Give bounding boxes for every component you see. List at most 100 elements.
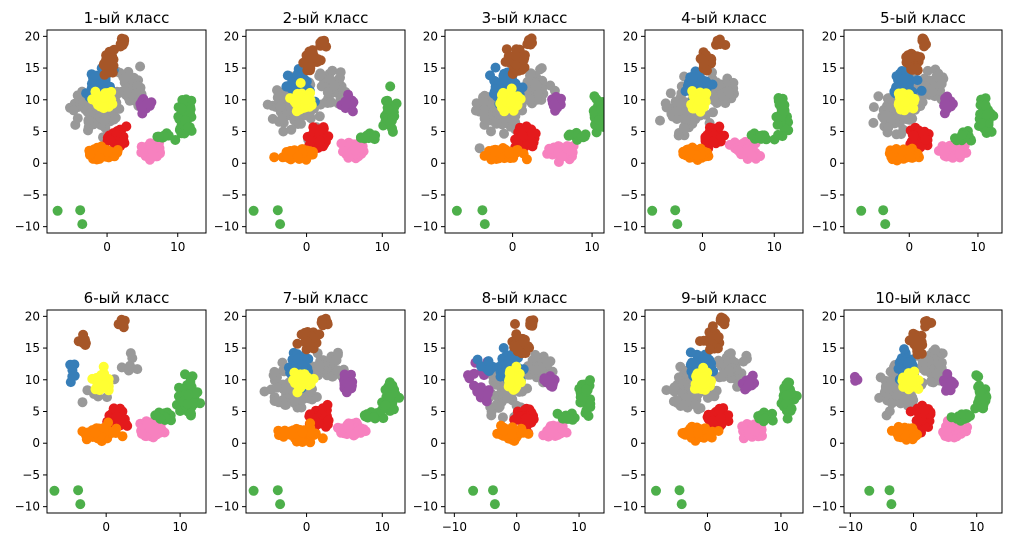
y-tick-label: −10 — [613, 500, 638, 514]
point-gray — [281, 383, 292, 394]
point-blue — [483, 356, 494, 367]
point-gray — [127, 353, 138, 364]
y-tick-label: 10 — [623, 93, 638, 107]
point-pink — [557, 425, 568, 436]
point-green — [368, 412, 379, 423]
point-purple — [941, 100, 952, 111]
point-green — [786, 403, 797, 414]
point-gray — [655, 115, 665, 126]
x-tick-label: 0 — [513, 520, 521, 534]
point-pink — [556, 151, 567, 162]
point-purple — [549, 99, 560, 110]
x-tick-label: 0 — [303, 520, 311, 534]
y-tick-label: 20 — [423, 29, 438, 43]
point-green — [980, 93, 991, 104]
scatter-points — [451, 33, 604, 230]
point-gray — [491, 118, 502, 129]
point-gray — [474, 143, 485, 154]
point-gray — [123, 87, 134, 98]
scatter-points — [463, 315, 596, 510]
point-gray — [881, 110, 892, 121]
point-yellow — [291, 97, 301, 108]
point-outlier — [651, 485, 661, 496]
point-yellow — [90, 95, 101, 106]
point-green — [980, 100, 991, 111]
point-outlier — [672, 219, 683, 230]
point-purple — [464, 373, 475, 384]
point-blue — [490, 62, 501, 73]
point-green — [385, 392, 395, 403]
point-red — [116, 137, 126, 148]
point-brown — [101, 54, 112, 65]
y-tick-label: −5 — [420, 188, 438, 202]
point-orange — [99, 422, 110, 433]
point-gray — [868, 117, 879, 128]
point-brown — [707, 321, 718, 332]
point-outlier — [880, 219, 891, 230]
point-yellow — [301, 94, 312, 105]
point-red — [723, 410, 734, 421]
y-tick-label: 15 — [423, 341, 438, 355]
point-blue — [685, 347, 696, 358]
point-brown — [511, 341, 522, 352]
y-tick-label: −10 — [613, 220, 638, 234]
point-brown — [713, 332, 724, 342]
point-brown — [920, 316, 930, 327]
point-orange — [269, 152, 280, 163]
point-green — [183, 122, 193, 133]
point-gray — [125, 360, 135, 371]
point-outlier — [676, 499, 687, 510]
y-tick-label: 15 — [224, 61, 239, 75]
point-gray — [525, 68, 536, 79]
point-green — [387, 380, 398, 391]
point-red — [521, 413, 532, 424]
point-brown — [508, 69, 518, 79]
y-tick-label: 15 — [224, 341, 239, 355]
point-green — [180, 369, 190, 380]
point-green — [359, 133, 370, 144]
scatter-points — [248, 313, 405, 510]
point-gray — [665, 88, 676, 99]
point-gray — [738, 356, 749, 367]
point-blue — [687, 73, 698, 84]
point-gray — [891, 129, 902, 140]
point-brown — [702, 65, 712, 76]
y-tick-label: 15 — [822, 61, 837, 75]
point-purple — [142, 98, 153, 109]
y-tick-label: 10 — [423, 373, 438, 387]
point-gray — [525, 94, 536, 104]
point-brown — [80, 338, 91, 349]
y-tick-label: −5 — [22, 468, 40, 482]
point-yellow — [687, 86, 698, 96]
y-tick-label: 20 — [822, 29, 837, 43]
point-yellow — [894, 91, 905, 102]
point-outlier — [647, 205, 658, 216]
point-brown — [904, 52, 915, 63]
point-orange — [84, 148, 95, 159]
point-red — [714, 121, 725, 132]
point-blue — [476, 361, 487, 372]
point-brown — [511, 329, 522, 340]
y-tick-label: 10 — [25, 93, 40, 107]
point-gray — [680, 113, 691, 124]
point-gray — [673, 130, 684, 141]
point-gray — [502, 393, 513, 404]
point-red — [527, 128, 538, 138]
point-orange — [77, 426, 88, 437]
panel-title: 7-ый класс — [283, 289, 369, 307]
point-brown — [301, 336, 312, 347]
point-brown — [695, 336, 705, 347]
point-pink — [148, 150, 159, 161]
point-red — [312, 418, 323, 429]
point-yellow — [696, 374, 707, 385]
point-red — [111, 411, 122, 422]
point-gray — [275, 101, 286, 112]
point-gray — [262, 99, 273, 110]
point-gray — [82, 385, 93, 396]
point-brown — [907, 64, 918, 75]
y-tick-label: 20 — [623, 309, 638, 323]
y-tick-label: 10 — [25, 373, 40, 387]
point-green — [781, 379, 792, 390]
